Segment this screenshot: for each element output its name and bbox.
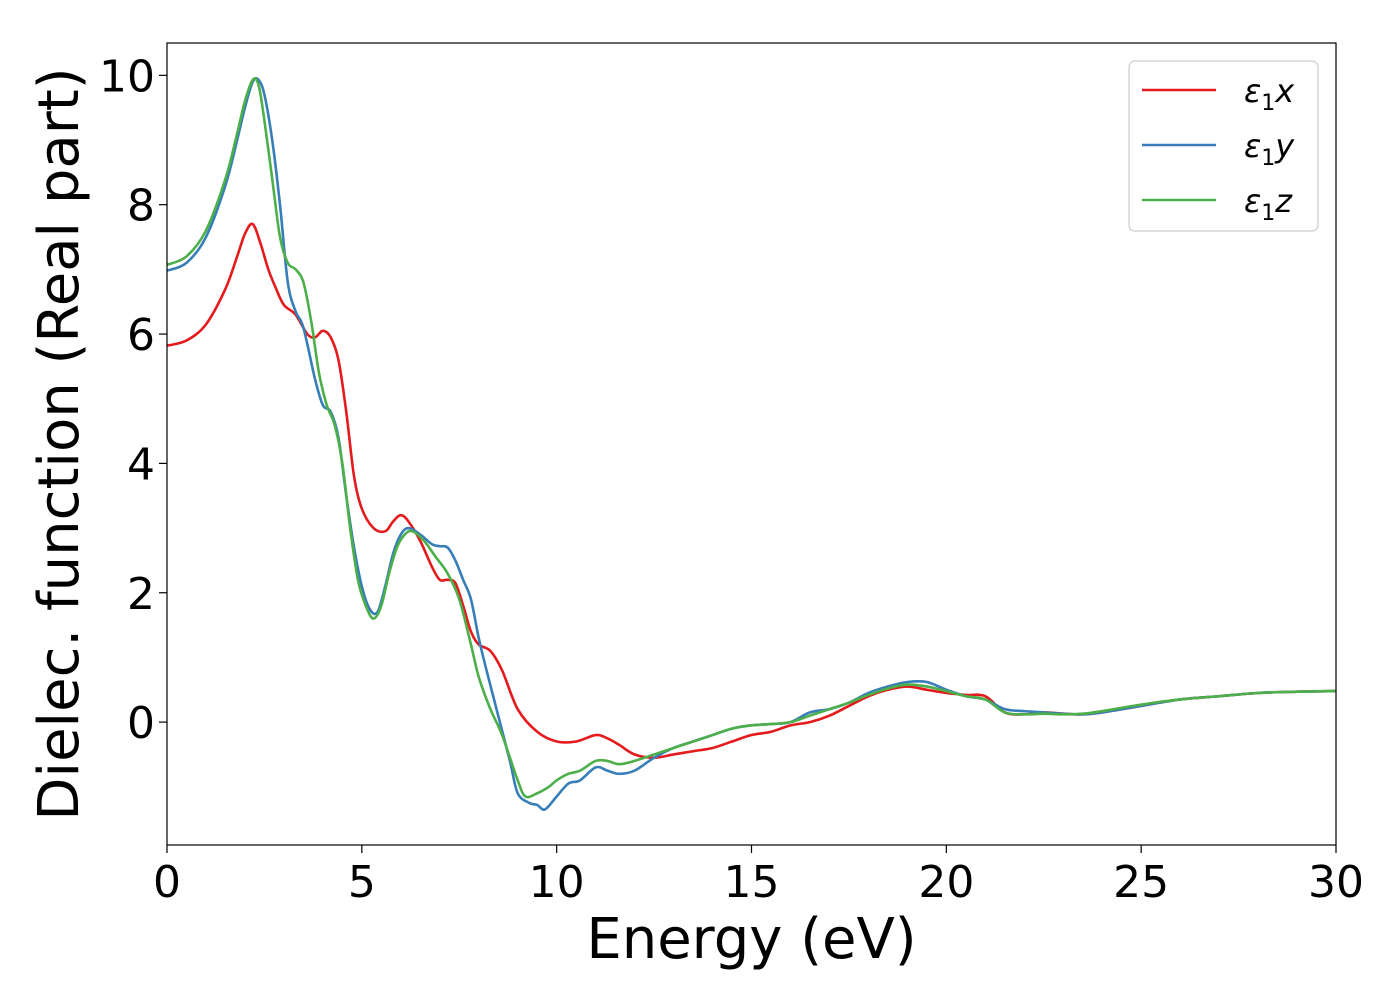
- legend: ε1x ε1y ε1z: [1128, 60, 1319, 232]
- y-tick-label-5: 10: [99, 51, 155, 102]
- legend-label-z: ε1z: [1244, 182, 1293, 226]
- y-tick-label-4: 8: [127, 181, 155, 232]
- y-tick-label-3: 6: [127, 310, 155, 361]
- y-tick-label-2: 4: [127, 439, 155, 490]
- x-tick-label-3: 15: [724, 857, 780, 908]
- series-line-z: [166, 77, 1337, 799]
- y-axis-label: Dielec. function (Real part): [27, 67, 92, 820]
- series-line-x: [166, 222, 1337, 759]
- legend-label-x: ε1x: [1244, 72, 1295, 116]
- x-tick-label-2: 10: [529, 857, 585, 908]
- x-axis: 0 5 10 15 20 25 30: [153, 845, 1364, 908]
- x-tick-label-5: 25: [1113, 857, 1169, 908]
- series-lines: [166, 76, 1337, 811]
- x-tick-label-0: 0: [153, 857, 181, 908]
- x-tick-label-6: 30: [1308, 857, 1364, 908]
- y-tick-label-0: 0: [127, 698, 155, 749]
- legend-box: [1128, 60, 1319, 232]
- x-tick-label-1: 5: [348, 857, 376, 908]
- y-axis: 0 2 4 6 8 10: [99, 51, 167, 749]
- x-axis-label: Energy (eV): [586, 907, 916, 972]
- y-tick-label-1: 2: [127, 569, 155, 620]
- legend-label-y: ε1y: [1244, 127, 1295, 171]
- x-tick-label-4: 20: [918, 857, 974, 908]
